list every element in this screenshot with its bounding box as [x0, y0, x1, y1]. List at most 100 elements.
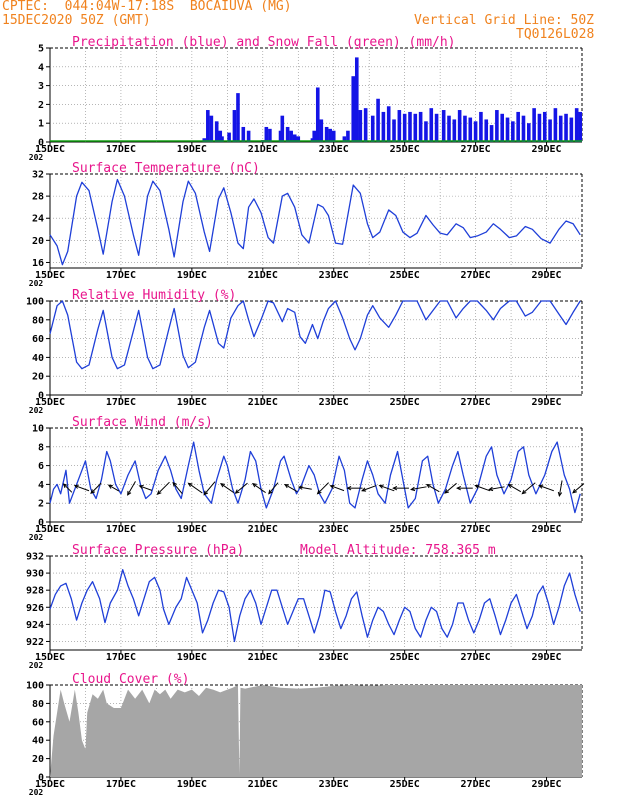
x-tick-label: 25DEC [390, 270, 420, 281]
wind-arrow-head [107, 484, 113, 489]
x-tick-label: 27DEC [461, 397, 491, 408]
precip-bar [370, 115, 375, 142]
precip-bar [296, 136, 301, 142]
y-tick-label: 28 [32, 192, 44, 203]
wind-arrow [456, 485, 473, 491]
x-tick-label: 29DEC [531, 524, 561, 535]
wind-arrow-head [172, 481, 177, 487]
y-tick-label: 0 [38, 138, 44, 149]
precip-bar [521, 115, 526, 142]
y-tick-label: 1 [38, 119, 44, 130]
y-tick-label: 20 [32, 372, 44, 383]
precip-bar [441, 110, 446, 142]
precip-bar [479, 111, 483, 142]
x-tick-label: 23DEC [319, 397, 349, 408]
wind-arrow-head [488, 486, 494, 492]
y-tick-label: 922 [26, 637, 44, 648]
precip-bar [289, 130, 293, 142]
x-tick-label: 27DEC [461, 524, 491, 535]
precip-bar [241, 126, 246, 142]
wind-arrow [283, 484, 298, 493]
wind-arrow-shaft [90, 482, 102, 494]
wind-arrow-head [251, 483, 257, 488]
rh-line [49, 300, 581, 370]
wind-arrow-shaft [426, 484, 440, 493]
wind-arrow [425, 484, 440, 493]
rh-panel: 0 20 40 60 80 100 15DEC 17DEC 19DEC 21DEC 23DEC 25D… [26, 288, 583, 415]
x-tick-label: 19DEC [177, 397, 207, 408]
precip-bar [227, 132, 231, 142]
y-tick-label: 924 [26, 620, 44, 631]
wind-arrow-shaft [558, 480, 563, 496]
precip-bar [354, 57, 359, 142]
year-fragment: 202 [29, 533, 44, 542]
x-tick-label: 15DEC [35, 779, 65, 790]
x-tick-label: 25DEC [390, 524, 420, 535]
year-fragment: 202 [29, 153, 44, 162]
wind-arrow [329, 484, 345, 492]
pressure-title: Surface Pressure (hPa) [72, 543, 244, 558]
precip-bar [578, 111, 583, 142]
wind-arrow-head [203, 490, 209, 496]
y-tick-label: 932 [26, 552, 44, 563]
wind-arrow [203, 481, 216, 496]
wind-arrow-head [234, 489, 240, 494]
wind-arrow [172, 481, 183, 494]
wind-arrow-shaft [63, 483, 73, 493]
wind-arrow-head [73, 484, 79, 489]
wind-arrow-head [316, 489, 322, 495]
pressure-line [49, 569, 581, 643]
wind-arrow [220, 483, 235, 494]
wind-arrow [316, 482, 329, 495]
precip-bar [548, 119, 552, 142]
wind-arrow-shaft [127, 481, 136, 496]
wind-arrow [297, 485, 312, 490]
wind-arrow-shaft [284, 484, 298, 493]
precip-bar [408, 111, 412, 142]
wind-arrow-head [268, 489, 273, 495]
wind-arrow-head [346, 485, 352, 491]
x-tick-label: 29DEC [531, 652, 561, 663]
wind-arrow-head [283, 484, 290, 489]
x-tick-label: 25DEC [390, 652, 420, 663]
y-tick-label: 16 [32, 258, 44, 269]
cloud-title: Cloud Cover (%) [72, 672, 189, 687]
x-tick-label: 27DEC [461, 652, 491, 663]
y-tick-label: 20 [32, 236, 44, 247]
x-tick-label: 17DEC [106, 397, 136, 408]
precip-bar [315, 87, 320, 142]
precip-bar [569, 117, 574, 142]
wind-title: Surface Wind (m/s) [72, 415, 213, 430]
x-tick-label: 19DEC [177, 779, 207, 790]
wind-arrow-shaft [444, 482, 457, 494]
cloud-panel: 0 20 40 60 80 100 15DEC 17DEC 19DEC 21DEC 23DEC 25D… [26, 672, 583, 797]
wind-arrow-shaft [572, 483, 585, 494]
precip-bar [500, 113, 504, 142]
x-tick-label: 27DEC [461, 270, 491, 281]
precip-bar [457, 110, 462, 142]
wind-arrow [538, 484, 555, 492]
precip-bar [473, 121, 478, 142]
precip-bar [489, 125, 494, 142]
wind-arrow-head [474, 484, 480, 489]
x-tick-label: 17DEC [106, 144, 136, 155]
wind-arrow-shaft [157, 481, 170, 495]
wind-arrow-head [425, 484, 431, 489]
wind-arrow [127, 481, 136, 496]
pressure-panel: 922 924 926 928 930 932 15DEC 17DEC 19DEC 21DEC 23… [26, 543, 583, 670]
vertical-grid-note: Vertical Grid Line: 50Z [414, 13, 595, 28]
x-tick-label: 25DEC [390, 144, 420, 155]
wind-arrow [444, 482, 457, 494]
precip-bar [202, 138, 207, 142]
wind-arrow-shaft [522, 482, 536, 494]
precip-bar [429, 108, 434, 142]
wind-arrow-shaft [235, 482, 248, 494]
wind-arrow-shaft [268, 482, 279, 494]
x-tick-label: 21DEC [248, 397, 278, 408]
x-tick-label: 21DEC [248, 144, 278, 155]
precip-bar [381, 111, 386, 142]
x-tick-label: 19DEC [177, 144, 207, 155]
wind-arrow-head [456, 485, 461, 491]
y-tick-label: 80 [32, 315, 44, 326]
